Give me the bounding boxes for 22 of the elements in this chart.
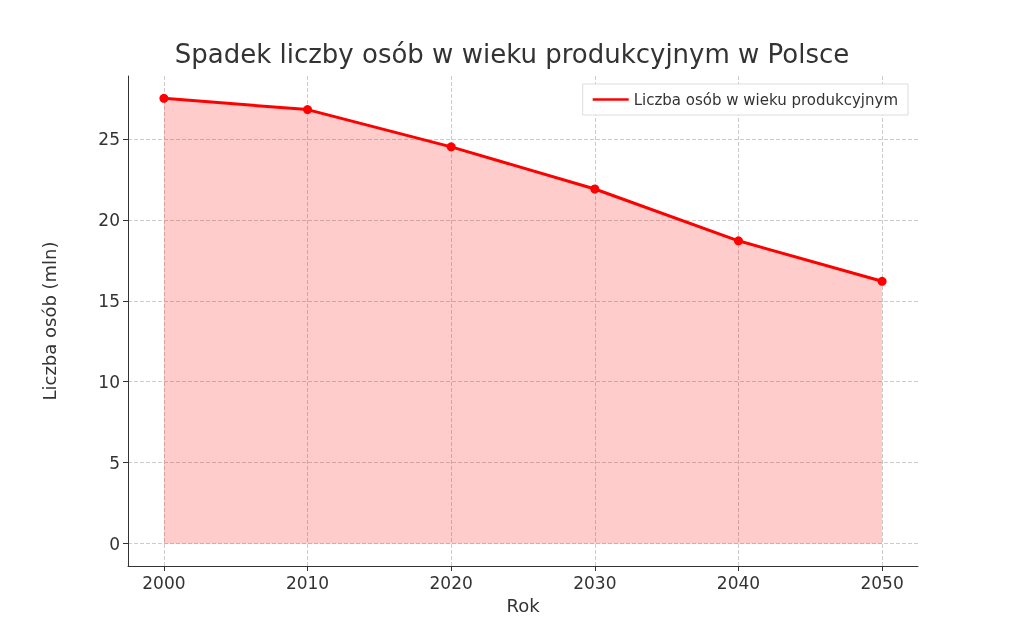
y-tick-label: 20 xyxy=(98,209,120,230)
x-tick-label: 2040 xyxy=(716,572,761,593)
y-tick-label: 0 xyxy=(109,533,120,554)
y-tick-label: 25 xyxy=(98,128,120,149)
y-axis-title: Liczba osób (mln) xyxy=(38,241,60,401)
legend-label: Liczba osób w wieku produkcyjnym xyxy=(633,90,898,109)
x-tick-label: 2020 xyxy=(429,572,473,593)
x-tick-label: 2010 xyxy=(285,572,330,593)
y-tick-label: 5 xyxy=(109,452,120,473)
x-tick-label: 2000 xyxy=(142,572,186,593)
y-tick-label: 10 xyxy=(98,371,120,392)
point xyxy=(590,184,600,194)
x-tick-label: 2050 xyxy=(860,572,904,593)
point xyxy=(446,142,456,152)
point xyxy=(303,105,313,115)
y-tick-label: 15 xyxy=(98,290,120,311)
point xyxy=(733,236,743,246)
chart-title: Spadek liczby osób w wieku produkcyjnym w Polsce xyxy=(174,39,850,69)
point xyxy=(159,93,169,103)
point xyxy=(877,276,887,286)
x-tick-label: 2030 xyxy=(573,572,617,593)
x-axis-title: Rok xyxy=(506,594,541,616)
